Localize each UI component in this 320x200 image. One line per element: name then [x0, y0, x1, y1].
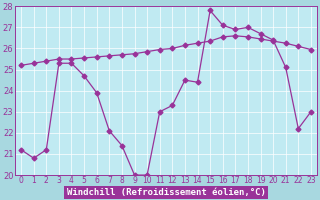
X-axis label: Windchill (Refroidissement éolien,°C): Windchill (Refroidissement éolien,°C)	[67, 188, 266, 197]
